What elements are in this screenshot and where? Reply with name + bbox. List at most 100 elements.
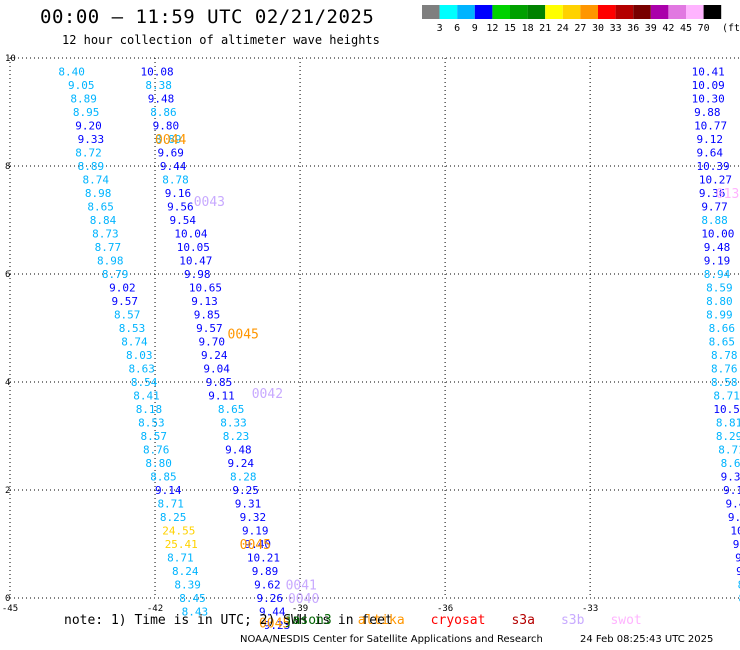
page-subtitle: 12 hour collection of altimeter wave hei… xyxy=(62,33,380,47)
legend-swatch xyxy=(633,5,651,19)
wave-height-value: 10.47 xyxy=(179,255,212,268)
wave-height-value: 8.71 xyxy=(718,444,740,457)
wave-height-value: 8.63 xyxy=(721,457,740,470)
wave-height-value: 8.53 xyxy=(119,322,146,335)
note-text: note: 1) Time is in UTC; 2) SWH is in fe… xyxy=(64,613,393,628)
credit-text: NOAA/NESDIS Center for Satellite Applica… xyxy=(240,634,543,645)
legend-tick-label: 45 xyxy=(680,23,692,34)
wave-height-value: 9.23 xyxy=(264,619,291,632)
legend-tick-label: 6 xyxy=(454,23,460,34)
satellite-legend: jason3 altika cryosat s3a s3b swot xyxy=(285,613,642,628)
wave-height-value: 8.98 xyxy=(97,255,124,268)
legend-tick-label: 30 xyxy=(592,23,604,34)
y-tick-label: 4 xyxy=(5,378,10,388)
y-tick-label: 8 xyxy=(5,162,10,172)
wave-height-value: 10.05 xyxy=(177,241,210,254)
wave-height-value: 8.74 xyxy=(121,336,148,349)
wave-height-value: 8.24 xyxy=(172,565,199,578)
legend-swatch xyxy=(422,5,440,19)
wave-height-value: 9.33 xyxy=(78,133,105,146)
wave-height-value: 10.08 xyxy=(141,66,174,79)
wave-height-value: 9.48 xyxy=(704,241,731,254)
wave-height-value: 10.27 xyxy=(699,174,732,187)
wave-height-value: 8.5 xyxy=(739,592,740,605)
y-tick-label: 0 xyxy=(5,594,10,604)
wave-height-value: 8.89 xyxy=(78,160,105,173)
legend-swatch xyxy=(668,5,686,19)
wave-height-value: 8.99 xyxy=(706,309,733,322)
wave-height-value: 8.41 xyxy=(133,390,160,403)
wave-height-value: 9.3 xyxy=(736,565,740,578)
wave-height-value: 10.41 xyxy=(692,66,725,79)
wave-height-value: 8.66 xyxy=(709,322,736,335)
wave-height-value: 9.25 xyxy=(232,484,258,497)
wave-height-value: 8.85 xyxy=(150,471,177,484)
legend-tick-label: 39 xyxy=(645,23,657,34)
wave-height-value: 10.00 xyxy=(701,228,734,241)
wave-height-value: 8.40 xyxy=(58,66,85,79)
wave-height-value: 8.98 xyxy=(85,187,112,200)
wave-height-value: 9.98 xyxy=(184,268,211,281)
x-tick-label: -42 xyxy=(147,604,163,614)
wave-height-value: 9.20 xyxy=(75,120,102,133)
wave-height-value: 9.44 xyxy=(259,606,286,619)
legend-swatch xyxy=(598,5,616,19)
wave-height-value: 9.54 xyxy=(170,214,197,227)
wave-height-value: 10.56 xyxy=(713,403,740,416)
satellite-label-cryosat: cryosat xyxy=(430,613,486,628)
satellite-label-s3b: s3b xyxy=(560,613,585,628)
wave-height-value: 9.04 xyxy=(203,363,230,376)
wave-height-value: 8.76 xyxy=(143,444,170,457)
y-tick-label: 10 xyxy=(5,54,16,64)
wave-height-value: 9.80 xyxy=(153,120,180,133)
wave-height-value: 9.05 xyxy=(68,79,95,92)
legend-tick-label: 21 xyxy=(539,23,551,34)
wave-height-value: 8.95 xyxy=(73,106,100,119)
wave-height-value: 10.09 xyxy=(692,79,725,92)
pass-time-label: 0041 xyxy=(286,579,317,594)
timestamp-text: 24 Feb 08:25:43 UTC 2025 xyxy=(580,634,714,645)
wave-height-value: 8.65 xyxy=(218,403,245,416)
wave-height-value: 8.29 xyxy=(716,430,740,443)
wave-height-value: 9.57 xyxy=(196,322,223,335)
wave-height-value: 8.53 xyxy=(138,417,165,430)
legend-tick-label: 3 xyxy=(437,23,443,34)
wave-height-value: 8.78 xyxy=(162,174,189,187)
wave-height-value: 8.03 xyxy=(126,349,153,362)
wave-height-value: 8.71 xyxy=(713,390,740,403)
wave-height-value: 10.4 xyxy=(730,525,740,538)
wave-height-value: 9.85 xyxy=(194,309,221,322)
wave-height-value: 24.55 xyxy=(162,525,195,538)
wave-height-value: 9.62 xyxy=(254,579,281,592)
page-title: 00:00 – 11:59 UTC 02/21/2025 xyxy=(40,6,375,28)
wave-height-value: 8.3 xyxy=(738,579,740,592)
wave-height-value: 8.84 xyxy=(90,214,117,227)
wave-height-value: 8.80 xyxy=(706,295,733,308)
wave-height-value: 8.33 xyxy=(220,417,247,430)
wave-height-value: 8.63 xyxy=(128,363,155,376)
wave-height-value: 8.79 xyxy=(102,268,129,281)
wave-height-value: 8.94 xyxy=(704,268,731,281)
legend-tick-label: 24 xyxy=(557,23,569,34)
wave-height-value: 9.4 xyxy=(725,498,740,511)
wave-height-value: 9.13 xyxy=(191,295,218,308)
wave-height-value: 9.02 xyxy=(109,282,136,295)
x-tick-label: -45 xyxy=(2,604,18,614)
wave-height-value: 8.65 xyxy=(87,201,114,214)
wave-height-value: 8.58 xyxy=(711,376,738,389)
legend-swatch xyxy=(492,5,510,19)
wave-height-value: 9.39 xyxy=(721,471,740,484)
legend-swatch xyxy=(527,5,546,19)
wave-height-value: 9.24 xyxy=(201,349,228,362)
wave-height-value: 9.19 xyxy=(704,255,731,268)
wave-height-value: 9.11 xyxy=(208,390,235,403)
wave-height-value: 9.44 xyxy=(160,160,187,173)
wave-height-value: 8.74 xyxy=(83,174,110,187)
legend-tick-label: 18 xyxy=(522,23,534,34)
satellite-label-jason3: jason3 xyxy=(284,613,332,628)
legend-tick-label: 27 xyxy=(574,23,586,34)
wave-height-value: 8.38 xyxy=(145,79,172,92)
wave-height-value: 25.41 xyxy=(165,538,198,551)
